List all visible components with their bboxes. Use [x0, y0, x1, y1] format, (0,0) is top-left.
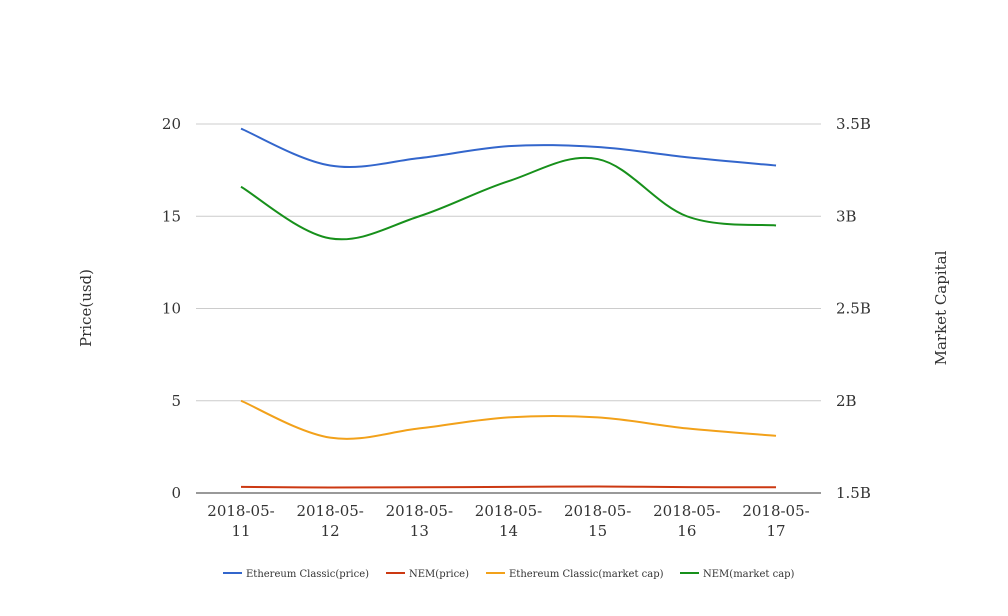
- x-axis-ticks: 2018-05-11 2018-05-12 2018-05-13 2018-05-14…: [207, 502, 809, 540]
- x-tick-label: 2018-05-17: [742, 502, 809, 540]
- y2-tick-label: 3.5B: [836, 115, 871, 133]
- grid-lines: [196, 123, 821, 494]
- y2-tick-label: 3B: [836, 207, 857, 225]
- x-tick-label: 2018-05-12: [296, 502, 363, 540]
- y2-tick-label: 2.5B: [836, 300, 871, 318]
- series-line-ethereum-classic-market-cap: [240, 399, 777, 440]
- legend: Ethereum Classic(price) NEM(price) Ethereu…: [223, 569, 795, 580]
- left-axis-ticks: 0 5 10 15 20: [162, 115, 181, 502]
- y-tick-label: 10: [162, 300, 181, 318]
- legend-label-nem-market-cap: NEM(market cap): [703, 569, 795, 580]
- y-axis-title: Price(usd): [77, 269, 95, 347]
- series-line-nem-market-cap: [240, 156, 777, 241]
- series-lines: [240, 127, 777, 489]
- series-line-nem-price: [240, 485, 777, 489]
- series-line-ethereum-classic-price: [240, 127, 777, 169]
- legend-label-nem-price: NEM(price): [409, 569, 469, 580]
- y2-tick-label: 2B: [836, 392, 857, 410]
- y-tick-label: 20: [162, 115, 181, 133]
- x-tick-label: 2018-05-15: [564, 502, 631, 540]
- x-tick-label: 2018-05-11: [207, 502, 274, 540]
- y-tick-label: 5: [171, 392, 181, 410]
- y2-tick-label: 1.5B: [836, 484, 871, 502]
- y2-axis-title: Market Capital: [932, 250, 950, 365]
- x-tick-label: 2018-05-13: [386, 502, 453, 540]
- x-tick-label: 2018-05-16: [653, 502, 720, 540]
- legend-label-ethereum-classic-market-cap: Ethereum Classic(market cap): [509, 569, 664, 580]
- y-tick-label: 15: [162, 207, 181, 225]
- right-axis-ticks: 1.5B 2B 2.5B 3B 3.5B: [836, 115, 871, 502]
- y-tick-label: 0: [171, 484, 181, 502]
- x-tick-label: 2018-05-14: [475, 502, 542, 540]
- legend-label-ethereum-classic-price: Ethereum Classic(price): [246, 569, 369, 580]
